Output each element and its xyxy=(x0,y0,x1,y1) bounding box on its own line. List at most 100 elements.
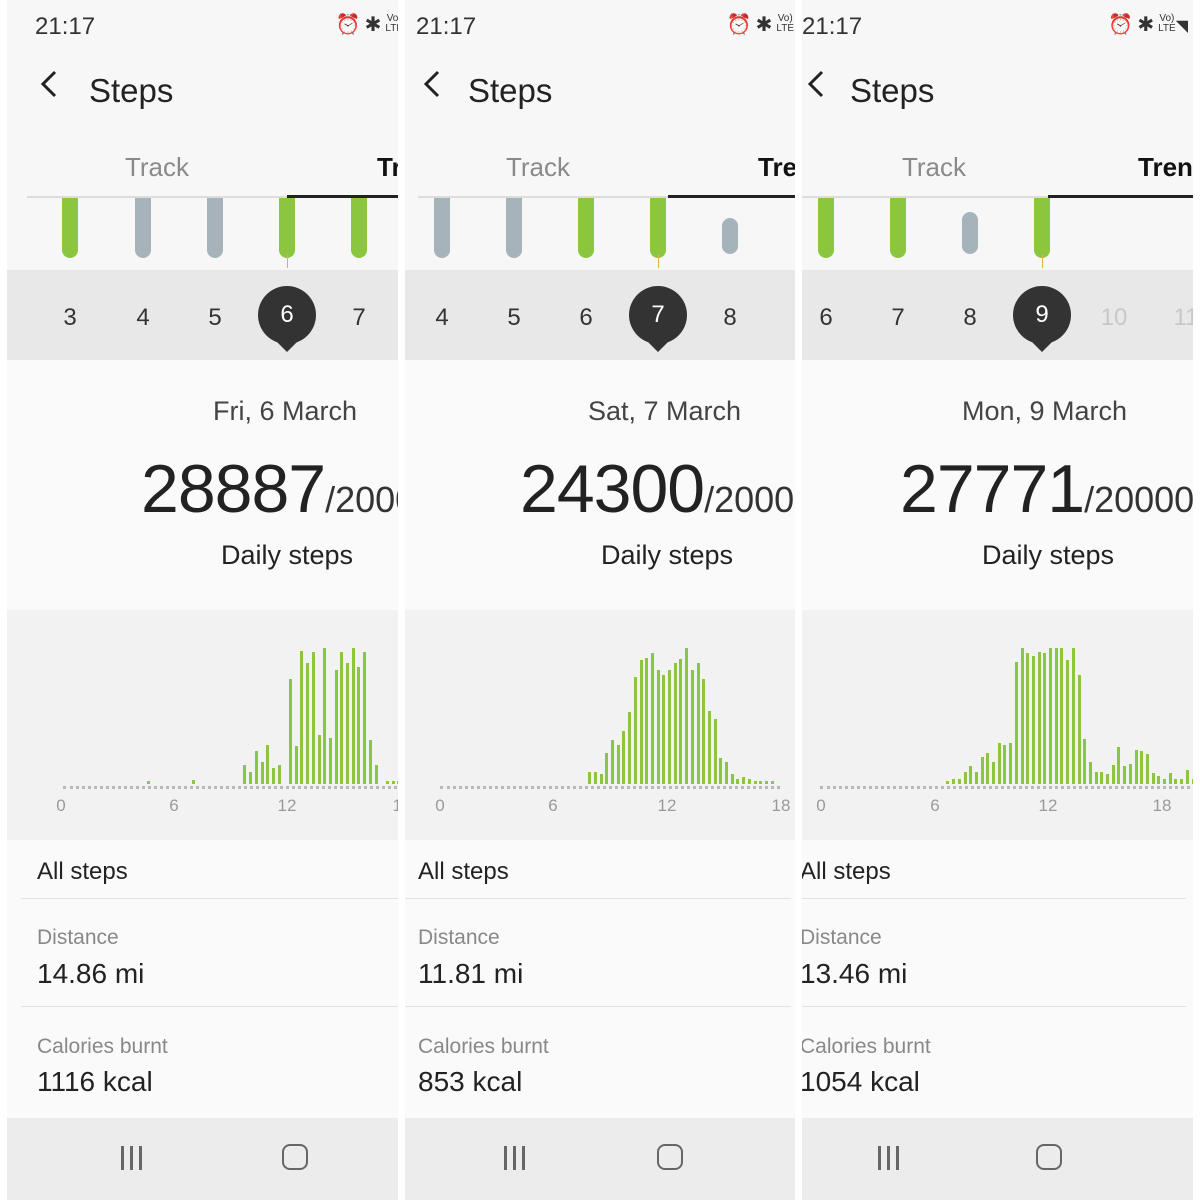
hourly-bar xyxy=(317,735,321,784)
tab-divider xyxy=(802,196,1193,198)
tab-track[interactable]: Track xyxy=(901,152,967,182)
date-item-4[interactable]: 4 xyxy=(435,304,449,331)
day-bar[interactable] xyxy=(434,198,450,258)
recent-apps-icon[interactable] xyxy=(119,1146,147,1170)
navigation-bar xyxy=(802,1118,1193,1200)
date-heading: Mon, 9 March xyxy=(962,396,1128,426)
day-bar[interactable] xyxy=(722,218,738,254)
hourly-bar xyxy=(725,762,728,784)
hourly-bar xyxy=(764,781,768,784)
hourly-bar xyxy=(992,762,995,784)
date-item-5[interactable]: 5 xyxy=(208,304,222,331)
date-item-4[interactable]: 4 xyxy=(136,304,150,331)
hourly-bar xyxy=(243,765,247,784)
hourly-bar xyxy=(1185,770,1189,784)
date-selector: 4 5 6 7 8 xyxy=(405,270,795,360)
back-arrow-icon[interactable] xyxy=(802,66,840,106)
hourly-bar xyxy=(1168,773,1172,784)
all-steps-link[interactable]: All steps xyxy=(37,858,128,885)
x-tick: 0 xyxy=(816,796,826,815)
divider xyxy=(802,898,1186,899)
day-bar[interactable] xyxy=(506,198,522,258)
hourly-bar xyxy=(668,670,671,784)
tab-track[interactable]: Track xyxy=(505,152,571,182)
date-item-7[interactable]: 7 xyxy=(891,304,905,331)
hourly-bar xyxy=(736,779,740,784)
tab-trends[interactable]: Trends xyxy=(758,152,795,182)
hourly-bar xyxy=(1014,662,1018,784)
tab-trends[interactable]: Trends xyxy=(1138,152,1193,182)
x-tick: 12 xyxy=(1038,796,1058,815)
hourly-bar xyxy=(1077,675,1081,784)
back-arrow-icon[interactable] xyxy=(416,66,456,106)
home-icon[interactable] xyxy=(657,1144,683,1170)
bluetooth-icon: ✱ xyxy=(1137,14,1159,36)
day-bar[interactable] xyxy=(962,212,978,254)
day-bars[interactable] xyxy=(7,198,398,270)
tab-track[interactable]: Track xyxy=(124,152,190,182)
hourly-bar xyxy=(616,745,620,784)
hourly-bar xyxy=(1009,743,1013,784)
status-icons: ⏰✱Vo)LTE xyxy=(336,12,398,37)
back-arrow-icon[interactable] xyxy=(33,66,73,106)
page-title: Steps xyxy=(850,72,935,109)
all-steps-link[interactable]: All steps xyxy=(418,858,509,885)
day-bar[interactable] xyxy=(1034,198,1050,258)
hourly-bar xyxy=(1128,764,1132,784)
date-item-6[interactable]: 6 xyxy=(258,286,316,344)
date-selector: 6 7 8 9 10 11 xyxy=(802,270,1193,360)
day-bars[interactable] xyxy=(405,198,795,270)
tab-bar: Track Trends xyxy=(27,146,398,198)
date-item-6[interactable]: 6 xyxy=(579,304,593,331)
date-item-5[interactable]: 5 xyxy=(507,304,521,331)
date-item-9[interactable]: 9 xyxy=(1013,286,1071,344)
tab-trends[interactable]: Trends xyxy=(377,152,398,182)
hourly-bar xyxy=(277,765,281,784)
recent-apps-icon[interactable] xyxy=(502,1146,530,1170)
day-bars[interactable] xyxy=(802,198,1193,270)
hourly-bar xyxy=(1043,653,1047,784)
date-heading: Fri, 6 March xyxy=(213,396,358,426)
day-bar[interactable] xyxy=(207,198,223,258)
date-item-6[interactable]: 6 xyxy=(819,304,833,331)
alarm-icon: ⏰ xyxy=(726,14,756,36)
hourly-bar xyxy=(730,774,734,784)
x-tick: 18 xyxy=(771,796,791,815)
date-item-10[interactable]: 10 xyxy=(1100,304,1128,331)
date-item-7[interactable]: 7 xyxy=(629,286,687,344)
step-details: All steps Distance 11.81 mi Calories bur… xyxy=(405,840,795,1120)
day-bar[interactable] xyxy=(135,198,151,258)
hourly-bar xyxy=(759,781,763,784)
hourly-bar xyxy=(340,652,344,784)
date-item-3[interactable]: 3 xyxy=(63,304,77,331)
home-icon[interactable] xyxy=(282,1144,308,1170)
hourly-bar xyxy=(685,648,689,784)
date-item-7[interactable]: 7 xyxy=(352,304,366,331)
day-bar[interactable] xyxy=(62,198,78,258)
day-bar[interactable] xyxy=(818,198,834,258)
home-icon[interactable] xyxy=(1036,1144,1062,1170)
hourly-bar xyxy=(1100,772,1104,784)
tab-divider xyxy=(418,196,795,198)
day-bar[interactable] xyxy=(578,198,594,258)
day-bar[interactable] xyxy=(890,198,906,258)
all-steps-link[interactable]: All steps xyxy=(802,858,891,885)
step-count: 27771/20000 xyxy=(900,450,1193,528)
selected-date-pointer xyxy=(1030,340,1054,352)
date-item-8[interactable]: 8 xyxy=(723,304,737,331)
day-bar[interactable] xyxy=(279,198,295,258)
hourly-bar xyxy=(300,651,304,784)
hourly-bar xyxy=(1037,652,1041,784)
status-icons: ⏰✱Vo)LTE xyxy=(727,12,794,37)
status-bar: 21:17 ⏰✱Vo) LTE◥ xyxy=(802,0,1193,52)
hourly-bar xyxy=(702,679,706,784)
divider xyxy=(21,1006,398,1007)
date-item-8[interactable]: 8 xyxy=(963,304,977,331)
day-bar[interactable] xyxy=(351,198,367,258)
recent-apps-icon[interactable] xyxy=(876,1146,904,1170)
hourly-bar xyxy=(1088,762,1092,784)
hourly-bar xyxy=(192,780,196,784)
date-item-11[interactable]: 11 xyxy=(1173,304,1193,331)
day-bar[interactable] xyxy=(650,198,666,258)
hourly-bar xyxy=(1031,656,1035,784)
